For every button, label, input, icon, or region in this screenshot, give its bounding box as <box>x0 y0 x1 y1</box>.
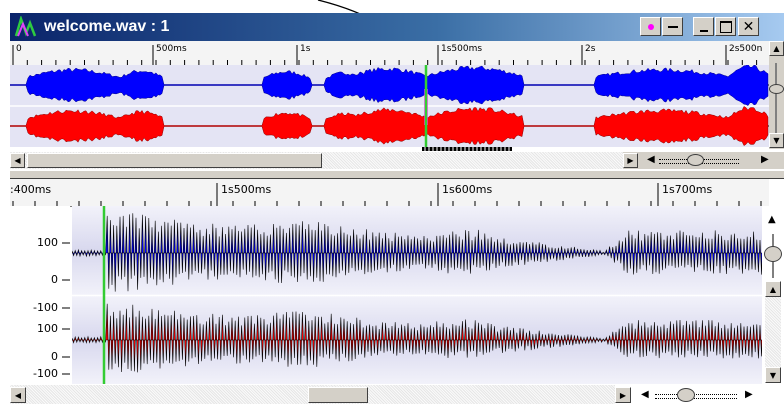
ruler-label: :400ms <box>10 183 52 196</box>
display-toggle-button[interactable] <box>662 17 683 36</box>
zoom-in-icon[interactable]: ▶ <box>745 389 753 400</box>
amplitude-label: 100 <box>37 236 58 249</box>
ruler-label: 2s <box>585 44 596 54</box>
detail-scroll-thumb[interactable] <box>308 387 368 403</box>
scroll-right-button[interactable]: ▶ <box>615 387 631 403</box>
vertical-zoom-knob[interactable] <box>769 84 784 94</box>
zoom-slider-knob[interactable] <box>677 388 695 402</box>
detail-amplitude-axis <box>10 206 70 384</box>
zoom-slider-knob[interactable] <box>687 154 704 166</box>
ruler-label: 1s700ms <box>662 183 713 196</box>
zoom-out-icon[interactable]: ◀ <box>647 154 655 165</box>
overview-channel-left <box>10 65 769 106</box>
ruler-label: 1s <box>300 44 311 54</box>
minimize-icon <box>699 29 708 32</box>
ruler-label: 1s500ms <box>441 44 483 54</box>
triangle-right-icon: ▶ <box>627 156 634 165</box>
close-button[interactable]: ✕ <box>738 17 759 36</box>
pane-splitter[interactable] <box>10 170 784 179</box>
zoom-in-icon[interactable]: ▶ <box>761 154 769 165</box>
waveform-app-icon <box>14 16 37 37</box>
triangle-right-icon: ▶ <box>619 390 627 400</box>
window-title: welcome.wav : 1 <box>44 18 170 35</box>
record-button[interactable] <box>640 17 661 36</box>
minimize-button[interactable] <box>693 17 714 36</box>
close-icon: ✕ <box>742 18 755 35</box>
amplitude-label: -100 <box>33 367 58 380</box>
zoom-region-indicator[interactable] <box>422 147 512 151</box>
scroll-up-button[interactable]: ▲ <box>769 41 784 56</box>
detail-ruler-ticks <box>12 183 762 206</box>
overview-horizontal-scrollbar[interactable]: ◀ <box>10 152 623 169</box>
amplitude-label: 100 <box>37 322 58 335</box>
scroll-down-button[interactable]: ▼ <box>769 133 784 148</box>
ruler-label: 1s500ms <box>221 183 272 196</box>
detail-vertical-scrollbar[interactable]: ▲ ▲ ▼ <box>762 206 784 384</box>
overview-waveform[interactable] <box>10 65 769 147</box>
amplitude-label: -100 <box>33 301 58 314</box>
ruler-label: 0 <box>16 44 22 54</box>
overview-channel-right <box>10 106 769 146</box>
scroll-left-button[interactable]: ◀ <box>10 387 26 403</box>
scroll-down-button[interactable]: ▼ <box>765 367 781 383</box>
overview-zoom-controls: ▶ ◀ ▶ <box>623 152 784 169</box>
overview-ruler-ticks <box>12 45 758 65</box>
detail-channel-right <box>72 303 762 373</box>
scroll-up-button[interactable]: ▲ <box>765 281 781 297</box>
amplitude-label: 0 <box>51 273 58 286</box>
detail-channel-left <box>72 213 762 292</box>
overview-vertical-scrollbar[interactable]: ▲ ▼ <box>769 41 784 149</box>
triangle-up-icon: ▲ <box>769 284 777 294</box>
detail-waveform[interactable] <box>72 206 762 384</box>
maximize-icon <box>719 20 732 33</box>
amplitude-ticks <box>62 242 70 375</box>
ruler-label: 1s600ms <box>442 183 493 196</box>
ruler-label: 2s500n <box>729 44 763 54</box>
triangle-down-icon: ▼ <box>773 136 780 145</box>
scroll-left-button[interactable]: ◀ <box>10 153 25 168</box>
zoom-out-icon[interactable]: ◀ <box>641 389 649 400</box>
overview-time-ruler[interactable]: 0 500ms 1s 1s500ms 2s 2s500n <box>10 41 769 66</box>
triangle-up-icon: ▲ <box>773 44 780 53</box>
maximize-button[interactable] <box>715 17 736 36</box>
title-bar[interactable]: welcome.wav : 1 ✕ <box>10 13 784 41</box>
ruler-label: 500ms <box>156 44 187 54</box>
record-icon <box>647 23 654 30</box>
vertical-zoom-knob[interactable] <box>764 246 782 262</box>
detail-time-ruler[interactable]: :400ms 1s500ms 1s600ms 1s700ms <box>10 179 769 207</box>
detail-horizontal-scrollbar[interactable]: ◀ <box>10 385 615 404</box>
overview-scroll-thumb[interactable] <box>27 153 322 168</box>
vertical-scroll-track[interactable] <box>765 297 781 367</box>
scroll-right-button[interactable]: ▶ <box>623 153 638 168</box>
triangle-left-icon: ◀ <box>14 156 21 165</box>
zoom-slider-track <box>655 394 737 399</box>
detail-zoom-controls: ▶ ◀ ▶ <box>615 385 784 404</box>
amplitude-label: 0 <box>51 350 58 363</box>
vertical-zoom-track <box>775 63 777 133</box>
dash-icon <box>667 25 678 28</box>
triangle-up-icon[interactable]: ▲ <box>768 214 776 225</box>
triangle-down-icon: ▼ <box>769 370 777 380</box>
triangle-left-icon: ◀ <box>14 390 22 400</box>
